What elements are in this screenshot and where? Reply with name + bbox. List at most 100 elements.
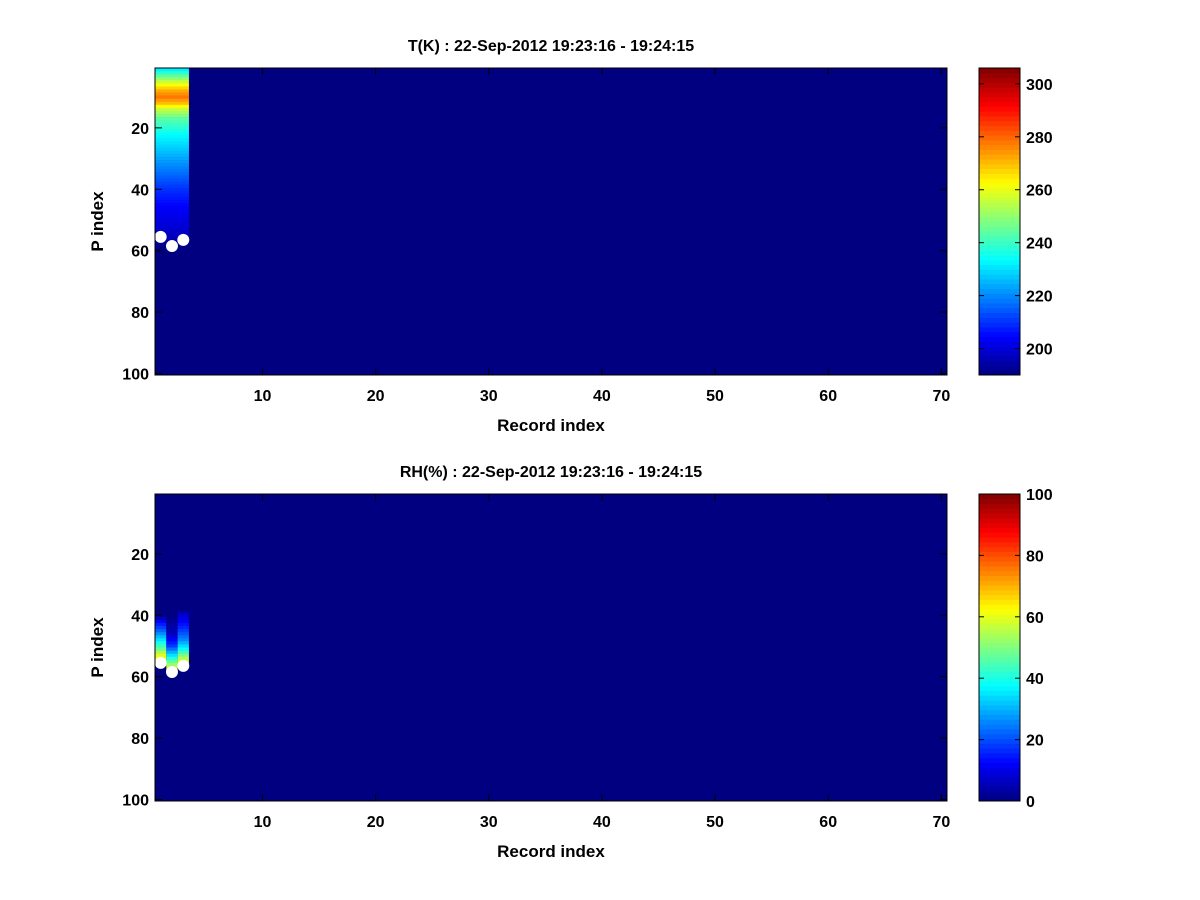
- heatmap-cell: [155, 68, 189, 72]
- heatmap-cell: [166, 570, 178, 575]
- colorbar-segment: [979, 139, 1020, 146]
- heatmap-cell: [177, 644, 189, 648]
- colorbar-segment: [979, 546, 1020, 552]
- heatmap-cell: [166, 497, 178, 501]
- heatmap-cell: [155, 638, 167, 642]
- colorbar-segment: [979, 231, 1020, 237]
- heatmap-cell: [155, 132, 189, 136]
- heatmap-cell: [155, 506, 167, 510]
- colorbar-segment: [979, 111, 1020, 117]
- heatmap-cell: [155, 107, 189, 112]
- chart-title: RH(%) : 22-Sep-2012 19:23:16 - 19:24:15: [400, 464, 702, 481]
- colorbar-segment: [979, 719, 1020, 725]
- heatmap-cell: [155, 206, 189, 210]
- heatmap-cell: [177, 583, 189, 587]
- heatmap-cell: [155, 515, 167, 519]
- colorbar-segment: [979, 503, 1020, 509]
- heatmap-cell: [177, 552, 189, 556]
- heatmap-cell: [155, 524, 167, 529]
- y-axis-label: P index: [88, 617, 107, 678]
- heatmap-cell: [155, 632, 167, 636]
- heatmap-cell: [155, 616, 167, 621]
- heatmap-cell: [177, 638, 189, 642]
- heatmap-cell: [155, 635, 167, 639]
- colorbar-segment: [979, 91, 1020, 98]
- heatmap-cell: [166, 598, 178, 602]
- heatmap-cell: [177, 518, 189, 522]
- heatmap-cell: [166, 543, 178, 547]
- colorbar-segment: [979, 192, 1020, 198]
- heatmap-cell: [155, 153, 189, 158]
- heatmap-cell: [155, 530, 167, 535]
- colorbar-segment: [979, 187, 1020, 194]
- heatmap-cell: [155, 129, 189, 133]
- heatmap-cell: [177, 503, 189, 507]
- heatmap-cell: [177, 512, 189, 516]
- colorbar-tick-label: 20: [1026, 733, 1044, 750]
- heatmap-cell: [166, 629, 178, 633]
- heatmap-cell: [155, 233, 189, 238]
- heatmap-cell: [155, 166, 189, 170]
- heatmap-cell: [166, 561, 178, 565]
- heatmap-cell: [155, 212, 189, 216]
- heatmap-cell: [177, 515, 189, 519]
- colorbar-segment: [979, 298, 1020, 304]
- colorbar: 200 220 240 260 280 300: [978, 67, 1053, 376]
- colorbar-segment: [979, 498, 1020, 504]
- heatmap-cell: [155, 221, 189, 225]
- colorbar-segment: [979, 279, 1020, 285]
- heatmap-cell: [155, 184, 189, 189]
- colorbar-tick-label: 0: [1026, 794, 1035, 811]
- heatmap-cell: [166, 530, 178, 535]
- heatmap-cell: [166, 604, 178, 608]
- x-tick-label: 20: [367, 388, 385, 405]
- heatmap-cell: [155, 650, 167, 654]
- heatmap-cell: [155, 147, 189, 152]
- colorbar-segment: [979, 714, 1020, 720]
- heatmap-cell: [177, 530, 189, 535]
- heatmap-cell: [155, 567, 167, 572]
- heatmap-cell: [177, 604, 189, 608]
- heatmap-cell: [155, 110, 189, 115]
- heatmap-cell: [155, 193, 189, 198]
- colorbar-segment: [979, 551, 1020, 557]
- colorbar-segment: [979, 317, 1020, 323]
- colorbar-segment: [979, 709, 1020, 716]
- heatmap-cell: [155, 644, 167, 648]
- heatmap-cell: [155, 536, 167, 541]
- heatmap-cell: [155, 647, 167, 651]
- heatmap-cell: [166, 564, 178, 568]
- heatmap-cell: [155, 138, 189, 142]
- heatmap-cell: [177, 561, 189, 565]
- heatmap-cell: [166, 552, 178, 556]
- heatmap-cell: [155, 92, 189, 96]
- colorbar-segment: [979, 327, 1020, 333]
- marker-point: [165, 240, 178, 253]
- heatmap-cell: [166, 662, 178, 667]
- heatmap-cell: [155, 503, 167, 507]
- colorbar-segment: [979, 757, 1020, 764]
- colorbar-segment: [979, 753, 1020, 759]
- colorbar-segment: [979, 259, 1020, 266]
- heatmap-cell: [177, 653, 189, 658]
- colorbar-segment: [979, 163, 1020, 170]
- y-axis-label: P index: [88, 191, 107, 252]
- marker-point: [177, 233, 190, 246]
- heatmap-cell: [155, 518, 167, 522]
- heatmap-cell: [155, 604, 167, 608]
- marker-point: [154, 656, 167, 669]
- heatmap-cell: [177, 598, 189, 602]
- heatmap-cell: [155, 622, 167, 627]
- heatmap-cell: [155, 497, 167, 501]
- colorbar-segment: [979, 211, 1020, 218]
- heatmap-cell: [155, 135, 189, 139]
- heatmap-cell: [155, 196, 189, 201]
- colorbar-segment: [979, 561, 1020, 567]
- heatmap-cell: [166, 659, 178, 664]
- heatmap-cell: [155, 104, 189, 109]
- colorbar-segment: [979, 585, 1020, 591]
- colorbar-segment: [979, 781, 1020, 788]
- x-tick-label: 10: [254, 814, 272, 831]
- colorbar-segment: [979, 125, 1020, 131]
